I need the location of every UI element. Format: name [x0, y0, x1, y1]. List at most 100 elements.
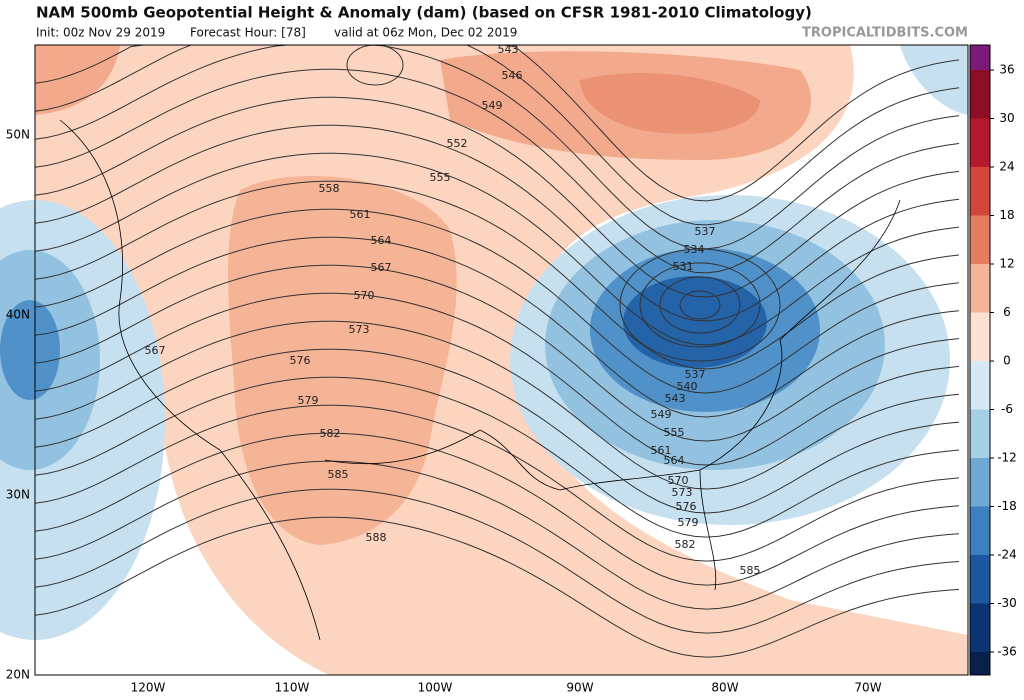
- colorbar-bin: [970, 409, 990, 458]
- longitude-label: 120W: [131, 681, 166, 695]
- colorbar-bin: [970, 555, 990, 604]
- contour-line: [34, 488, 960, 634]
- contour-label: 534: [684, 243, 705, 256]
- colorbar-tick-label: -36: [997, 645, 1017, 659]
- contour-line: [34, 180, 960, 370]
- colorbar-bin: [970, 458, 990, 507]
- contour-line: [34, 208, 960, 394]
- longitude-label: 90W: [566, 681, 593, 695]
- colorbar-bin: [970, 118, 990, 167]
- colorbar-cap: [970, 45, 990, 70]
- contour-label: 582: [320, 427, 341, 440]
- negative-anomaly: [900, 45, 968, 115]
- height-contours: [34, 44, 960, 658]
- positive-anomaly: [580, 72, 760, 134]
- source: TROPICALTIDBITS.COM: [802, 26, 968, 41]
- contour-label: 531: [673, 260, 694, 273]
- colorbar-cap: [970, 652, 990, 675]
- contour-label: 552: [447, 137, 468, 150]
- contour-line: [34, 44, 960, 226]
- contour-line: [34, 124, 960, 322]
- colorbar-tick-label: -24: [997, 548, 1017, 562]
- colorbar-bin: [970, 167, 990, 216]
- contour-line: [34, 432, 960, 586]
- contour-label: 549: [651, 408, 672, 421]
- contour-line: [639, 262, 761, 348]
- contour-label: 573: [349, 323, 370, 336]
- contour-label: 579: [298, 394, 319, 407]
- contour-label: 567: [371, 261, 392, 274]
- contour-line: [34, 236, 960, 418]
- contour-label: 543: [498, 43, 519, 56]
- latitude-label: 40N: [6, 308, 30, 322]
- latitude-label: 30N: [6, 488, 30, 502]
- latitude-label: 50N: [6, 128, 30, 142]
- colorbar-tick-label: -12: [997, 451, 1017, 465]
- contour-label: 576: [290, 354, 311, 367]
- contour-label: 540: [677, 380, 698, 393]
- colorbar-bin: [970, 361, 990, 410]
- colorbar-bin: [970, 215, 990, 264]
- contour-label: 546: [502, 69, 523, 82]
- contour-line: [34, 152, 960, 346]
- valid-time: valid at 06z Mon, Dec 02 2019: [334, 26, 517, 40]
- contour-line: [34, 460, 960, 610]
- contour-line: [34, 348, 960, 514]
- negative-anomaly: [623, 276, 767, 368]
- longitude-label: 100W: [418, 681, 453, 695]
- map-area: [0, 44, 969, 676]
- contour-label: 549: [482, 99, 503, 112]
- contour-line: [679, 290, 721, 320]
- longitude-label: 110W: [275, 681, 310, 695]
- contour-line: [34, 292, 960, 466]
- colorbar-frame: [969, 44, 991, 676]
- colorbar-bin: [970, 506, 990, 555]
- longitude-label: 70W: [854, 681, 881, 695]
- colorbar-bin: [970, 264, 990, 313]
- colorbar-tick-label: 18: [999, 208, 1014, 222]
- contour-labels: 5435465495525555585615645675705735765795…: [145, 43, 761, 577]
- colorbar-tick-label: 6: [1003, 305, 1011, 319]
- contour-label: 567: [145, 344, 166, 357]
- colorbar-tick-label: 36: [999, 63, 1014, 77]
- init-time: Init: 00z Nov 29 2019: [36, 26, 165, 40]
- colorbar-bin: [970, 312, 990, 361]
- contour-line: [34, 96, 960, 298]
- contour-label: 564: [371, 234, 392, 247]
- colorbar-tick-label: -18: [997, 499, 1017, 513]
- coastline: [59, 119, 901, 641]
- contour-line: [34, 68, 960, 274]
- colorbar-tick-label: -30: [997, 596, 1017, 610]
- colorbar-tick-label: 12: [999, 257, 1014, 271]
- contour-line: [34, 516, 960, 658]
- contour-label: 537: [695, 225, 716, 238]
- contour-line: [619, 248, 781, 362]
- contour-label: 576: [676, 500, 697, 513]
- colorbar-bin: [970, 603, 990, 652]
- contour-label: 585: [328, 468, 349, 481]
- contour-label: 564: [664, 454, 685, 467]
- title: NAM 500mb Geopotential Height & Anomaly …: [36, 4, 812, 22]
- contour-label: 570: [668, 474, 689, 487]
- contour-label: 555: [664, 426, 685, 439]
- colorbar-bin: [970, 70, 990, 119]
- contour-line: [34, 264, 960, 442]
- contour-label: 579: [678, 516, 699, 529]
- contour-label: 561: [651, 444, 672, 457]
- contour-line: [34, 376, 960, 538]
- colorbar-tick-label: -6: [1001, 402, 1013, 416]
- colorbar-tick-label: 0: [1003, 354, 1011, 368]
- contour-label: 555: [430, 171, 451, 184]
- contour-label: 561: [350, 208, 371, 221]
- contour-label: 585: [740, 564, 761, 577]
- contour-label: 582: [675, 538, 696, 551]
- positive-anomaly: [35, 45, 120, 115]
- contour-label: 537: [685, 368, 706, 381]
- colorbar-tick-label: 24: [999, 160, 1014, 174]
- contour-label: 588: [366, 531, 387, 544]
- colorbar-tick-label: 30: [999, 111, 1014, 125]
- forecast-hour: Forecast Hour: [78]: [190, 26, 306, 40]
- colorbar: 36 30 24 18 12 6 0 -6 -12 -18 -24 -30 -36: [969, 44, 1017, 676]
